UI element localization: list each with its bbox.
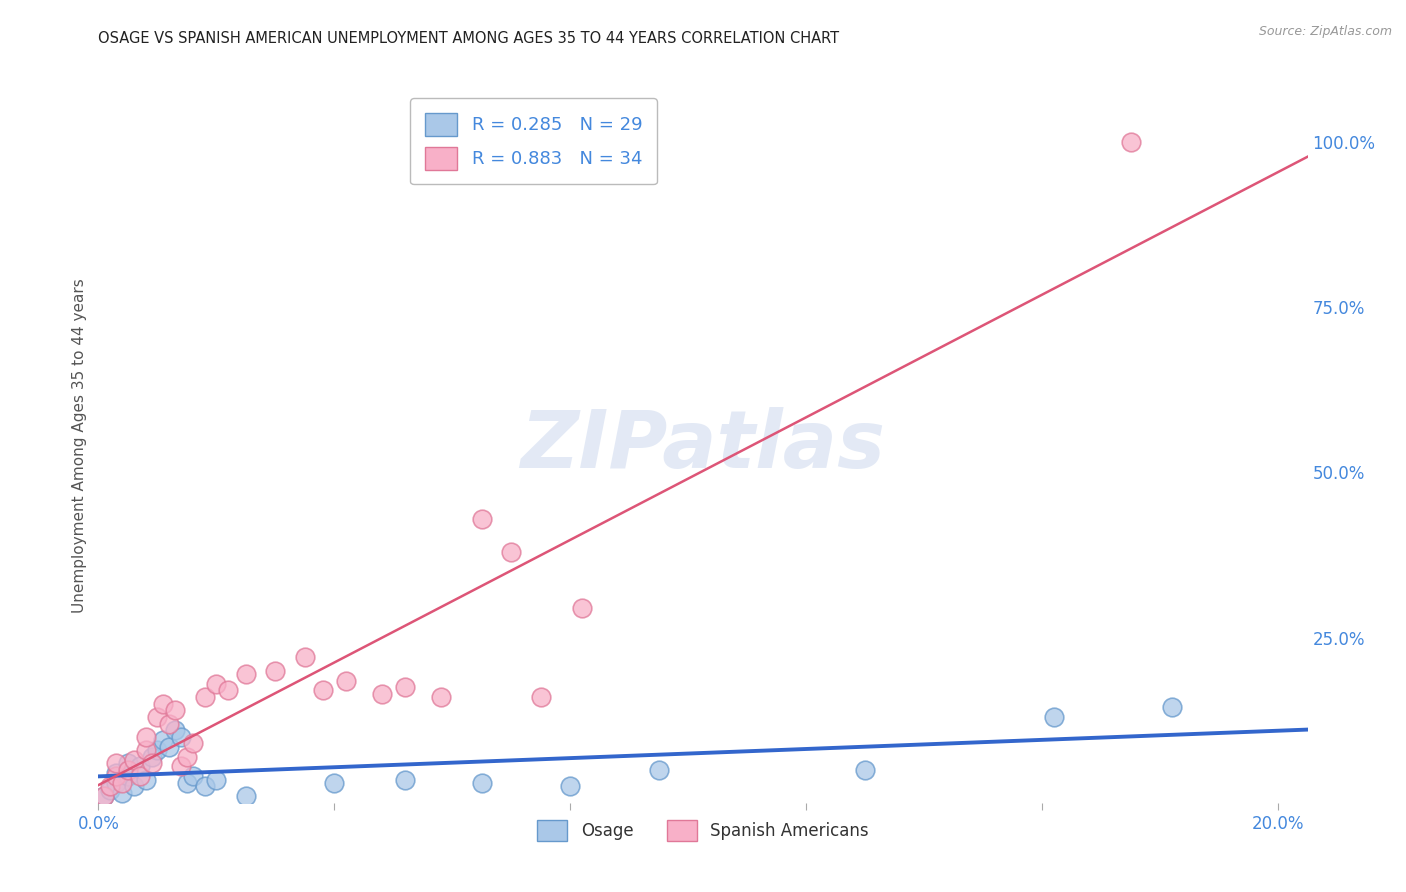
Point bbox=[117, 769, 139, 783]
Point bbox=[264, 664, 287, 678]
Text: ZIPatlas: ZIPatlas bbox=[520, 407, 886, 485]
Point bbox=[105, 766, 128, 780]
Point bbox=[157, 716, 180, 731]
Point bbox=[135, 743, 157, 757]
Point bbox=[560, 779, 582, 793]
Point bbox=[105, 769, 128, 783]
Point bbox=[205, 677, 228, 691]
Point bbox=[111, 786, 134, 800]
Point bbox=[176, 749, 198, 764]
Point bbox=[165, 703, 187, 717]
Point bbox=[170, 759, 193, 773]
Point bbox=[181, 736, 204, 750]
Point bbox=[122, 753, 145, 767]
Point bbox=[141, 749, 163, 764]
Text: OSAGE VS SPANISH AMERICAN UNEMPLOYMENT AMONG AGES 35 TO 44 YEARS CORRELATION CHA: OSAGE VS SPANISH AMERICAN UNEMPLOYMENT A… bbox=[98, 31, 839, 46]
Point bbox=[117, 763, 139, 777]
Point bbox=[170, 730, 193, 744]
Point bbox=[194, 690, 217, 704]
Point bbox=[1119, 135, 1142, 149]
Point bbox=[93, 789, 115, 804]
Point bbox=[853, 763, 876, 777]
Point bbox=[157, 739, 180, 754]
Legend: Osage, Spanish Americans: Osage, Spanish Americans bbox=[530, 814, 876, 848]
Point bbox=[181, 769, 204, 783]
Point bbox=[471, 511, 494, 525]
Point bbox=[176, 776, 198, 790]
Point bbox=[165, 723, 187, 738]
Point bbox=[394, 680, 416, 694]
Point bbox=[335, 673, 357, 688]
Y-axis label: Unemployment Among Ages 35 to 44 years: Unemployment Among Ages 35 to 44 years bbox=[72, 278, 87, 614]
Point bbox=[311, 683, 333, 698]
Point bbox=[1043, 710, 1066, 724]
Point bbox=[117, 756, 139, 771]
Point bbox=[128, 759, 150, 773]
Point bbox=[394, 772, 416, 787]
Text: Source: ZipAtlas.com: Source: ZipAtlas.com bbox=[1258, 25, 1392, 38]
Point bbox=[370, 687, 392, 701]
Point bbox=[471, 776, 494, 790]
Point bbox=[105, 776, 128, 790]
Point bbox=[105, 756, 128, 771]
Point bbox=[152, 733, 174, 747]
Point bbox=[152, 697, 174, 711]
Point bbox=[141, 756, 163, 771]
Point bbox=[1161, 700, 1184, 714]
Point bbox=[501, 545, 523, 559]
Point bbox=[122, 779, 145, 793]
Point bbox=[128, 769, 150, 783]
Point bbox=[235, 667, 257, 681]
Point bbox=[98, 779, 121, 793]
Point bbox=[146, 743, 169, 757]
Point bbox=[205, 772, 228, 787]
Point bbox=[235, 789, 257, 804]
Point bbox=[135, 772, 157, 787]
Point bbox=[135, 730, 157, 744]
Point bbox=[648, 763, 671, 777]
Point bbox=[429, 690, 451, 704]
Point bbox=[98, 782, 121, 797]
Point bbox=[146, 710, 169, 724]
Point bbox=[530, 690, 553, 704]
Point bbox=[111, 776, 134, 790]
Point bbox=[571, 600, 593, 615]
Point bbox=[294, 650, 316, 665]
Point bbox=[93, 789, 115, 804]
Point bbox=[323, 776, 346, 790]
Point bbox=[194, 779, 217, 793]
Point bbox=[217, 683, 239, 698]
